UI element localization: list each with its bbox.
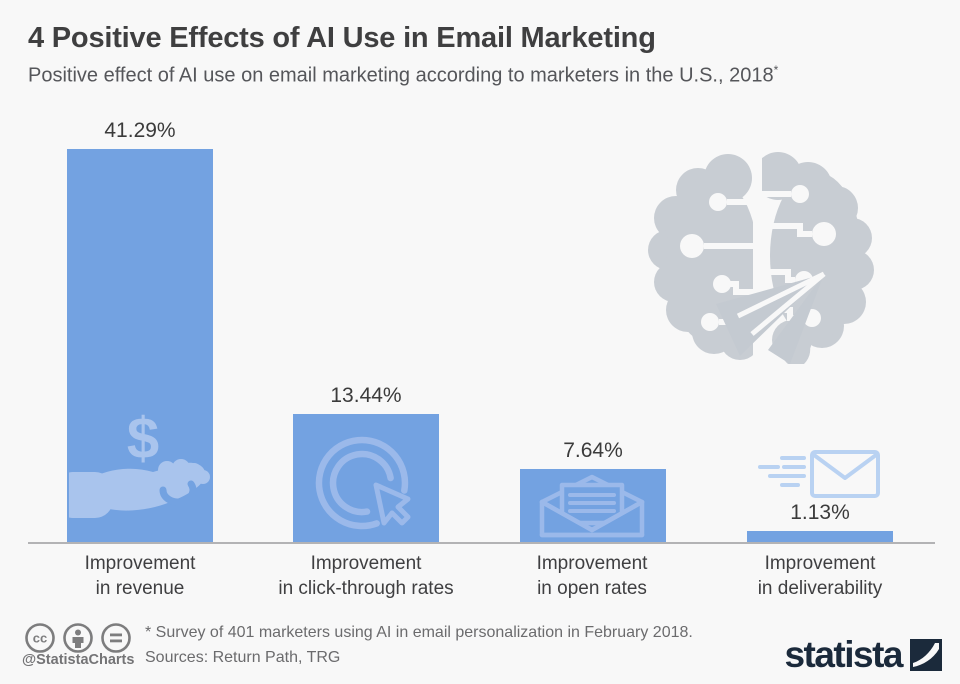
ai-brain-icon (648, 152, 874, 364)
bar-value-label: 13.44% (330, 383, 402, 407)
cc-license-badge: cc (24, 622, 136, 659)
statista-logo: statista (784, 634, 942, 676)
subtitle-text: Positive effect of AI use on email marke… (28, 64, 774, 87)
page-title: 4 Positive Effects of AI Use in Email Ma… (28, 22, 656, 54)
cc-attribution-icon (63, 623, 93, 653)
cc-no-derivatives-icon (101, 623, 131, 653)
category-label: Improvement in click-through rates (278, 553, 454, 599)
bar-value-label: 1.13% (790, 501, 850, 525)
bar-value-label: 7.64% (563, 439, 623, 463)
hand-receiving-dollar-icon: $ (69, 406, 210, 518)
statista-logo-mark (910, 639, 942, 671)
x-axis-line (28, 542, 935, 544)
category-label: Improvement in deliverability (757, 553, 883, 599)
survey-footnote: * Survey of 401 marketers using AI in em… (145, 624, 693, 641)
category-label: Improvement in revenue (84, 553, 196, 599)
bar-value-label: 41.29% (104, 118, 176, 142)
flying-envelope-icon (758, 450, 880, 498)
bar (747, 531, 893, 542)
ai-brain-paper-plane-illustration (640, 150, 890, 377)
open-envelope-letter-icon (539, 474, 645, 538)
page-subtitle: Positive effect of AI use on email marke… (28, 63, 778, 88)
sources-line: Sources: Return Path, TRG (145, 649, 341, 666)
cc-icon (25, 623, 55, 653)
svg-text:cc: cc (33, 631, 47, 646)
click-cursor-circle-icon (315, 436, 411, 530)
category-label: Improvement in open rates (536, 553, 648, 599)
statista-logo-text: statista (784, 634, 903, 675)
statista-charts-handle: @StatistaCharts (22, 652, 135, 668)
footnote-marker: * (773, 63, 779, 77)
svg-text:$: $ (127, 406, 159, 471)
